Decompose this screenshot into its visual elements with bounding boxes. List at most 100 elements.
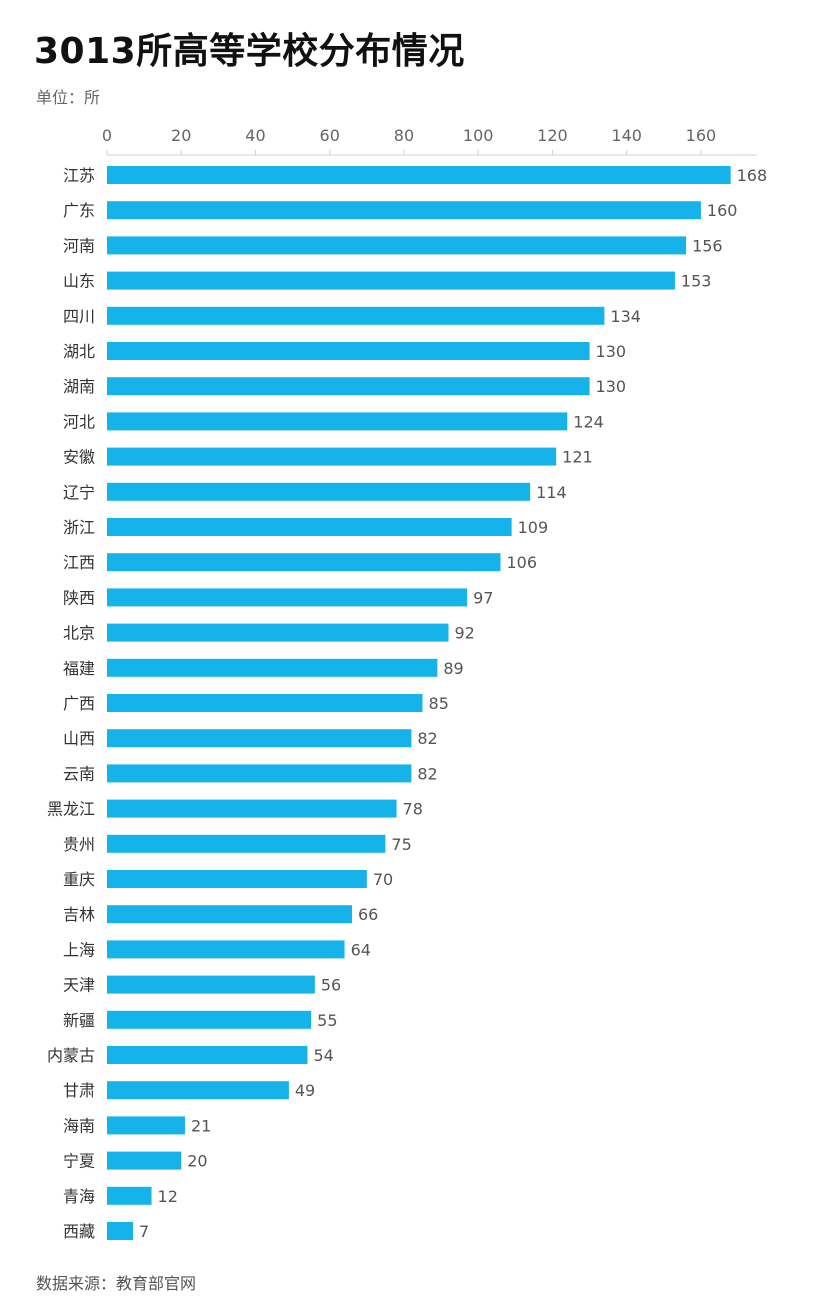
bar — [107, 271, 675, 290]
bar — [107, 1046, 308, 1064]
bar — [107, 694, 423, 712]
category-label: 北京 — [63, 624, 95, 643]
value-label: 20 — [187, 1152, 207, 1171]
value-label: 109 — [518, 518, 549, 537]
value-label: 7 — [139, 1222, 149, 1241]
bar — [107, 236, 687, 255]
category-label: 内蒙古 — [47, 1046, 95, 1065]
category-label: 甘肃 — [63, 1081, 95, 1100]
bar-chart: 0 20 40 60 80 100 120 140 160 江苏 168 广东 160 河南 156 山东 15… — [47, 126, 768, 1241]
category-label: 河南 — [63, 236, 95, 255]
value-label: 54 — [313, 1046, 333, 1065]
category-label: 西藏 — [63, 1222, 95, 1241]
x-tick-label: 80 — [394, 126, 414, 145]
bar — [107, 166, 731, 184]
category-label: 吉林 — [63, 905, 95, 924]
value-label: 64 — [351, 940, 371, 959]
category-label: 黑龙江 — [47, 800, 95, 819]
bar — [107, 447, 557, 466]
category-label: 山东 — [63, 272, 95, 291]
category-label: 四川 — [63, 307, 95, 326]
value-label: 153 — [681, 272, 712, 291]
bar — [107, 553, 501, 572]
value-label: 70 — [373, 870, 393, 889]
x-tick-label: 20 — [171, 126, 191, 145]
bar — [107, 1222, 133, 1240]
value-label: 156 — [692, 236, 723, 255]
data-source: 数据来源：教育部官网 — [36, 1274, 197, 1293]
value-label: 121 — [562, 448, 593, 467]
category-label: 上海 — [63, 940, 95, 959]
bar — [107, 377, 590, 396]
category-label: 天津 — [63, 976, 95, 995]
bar — [107, 658, 438, 677]
x-tick-label: 40 — [245, 126, 265, 145]
value-label: 78 — [403, 800, 423, 819]
value-label: 82 — [417, 764, 437, 783]
bar — [107, 729, 412, 748]
bar — [107, 1151, 182, 1170]
category-label: 海南 — [63, 1116, 95, 1135]
category-label: 广东 — [63, 201, 95, 220]
value-label: 12 — [158, 1187, 178, 1206]
value-label: 114 — [536, 483, 567, 502]
value-label: 85 — [429, 694, 449, 713]
category-label: 宁夏 — [63, 1152, 95, 1171]
category-label: 陕西 — [63, 588, 95, 607]
bar — [107, 870, 367, 888]
bar — [107, 1081, 289, 1100]
value-label: 97 — [473, 588, 493, 607]
value-label: 82 — [417, 729, 437, 748]
value-label: 160 — [707, 201, 738, 220]
x-tick-label: 0 — [102, 126, 112, 145]
unit-label: 单位：所 — [36, 88, 101, 107]
x-tick-label: 160 — [686, 126, 717, 145]
value-label: 21 — [191, 1116, 211, 1135]
x-tick-label: 60 — [320, 126, 340, 145]
value-label: 106 — [506, 553, 537, 572]
x-tick-label: 120 — [537, 126, 568, 145]
bar — [107, 764, 412, 783]
category-label: 江西 — [63, 553, 95, 572]
bar — [107, 975, 315, 994]
category-label: 江苏 — [63, 166, 95, 185]
bar — [107, 201, 701, 220]
bar — [107, 482, 531, 501]
value-label: 49 — [295, 1081, 315, 1100]
category-label: 云南 — [63, 764, 95, 783]
category-label: 重庆 — [63, 870, 95, 889]
bar — [107, 799, 397, 818]
bar — [107, 588, 468, 607]
bar — [107, 905, 352, 924]
category-label: 广西 — [63, 694, 95, 713]
category-label: 浙江 — [63, 518, 95, 537]
value-label: 130 — [596, 377, 627, 396]
category-label: 河北 — [63, 412, 95, 431]
value-label: 130 — [596, 342, 627, 361]
category-label: 山西 — [63, 729, 95, 748]
value-label: 55 — [317, 1011, 337, 1030]
category-label: 青海 — [63, 1187, 95, 1206]
value-label: 124 — [573, 412, 604, 431]
bar — [107, 623, 449, 642]
bar — [107, 518, 512, 536]
bar — [107, 834, 386, 853]
chart-title: 3013所高等学校分布情况 — [34, 31, 465, 72]
bar — [107, 1116, 185, 1135]
x-tick-label: 140 — [611, 126, 642, 145]
value-label: 89 — [443, 659, 463, 678]
bar — [107, 412, 568, 431]
category-label: 贵州 — [63, 835, 95, 854]
category-label: 安徽 — [63, 448, 95, 467]
value-label: 134 — [610, 307, 641, 326]
value-label: 56 — [321, 976, 341, 995]
bar — [107, 1010, 312, 1029]
category-label: 湖北 — [63, 342, 95, 361]
bar — [107, 342, 590, 360]
bar — [107, 306, 605, 325]
x-tick-label: 100 — [463, 126, 494, 145]
bar — [107, 940, 345, 959]
value-label: 66 — [358, 905, 378, 924]
value-label: 75 — [391, 835, 411, 854]
value-label: 168 — [737, 166, 768, 185]
